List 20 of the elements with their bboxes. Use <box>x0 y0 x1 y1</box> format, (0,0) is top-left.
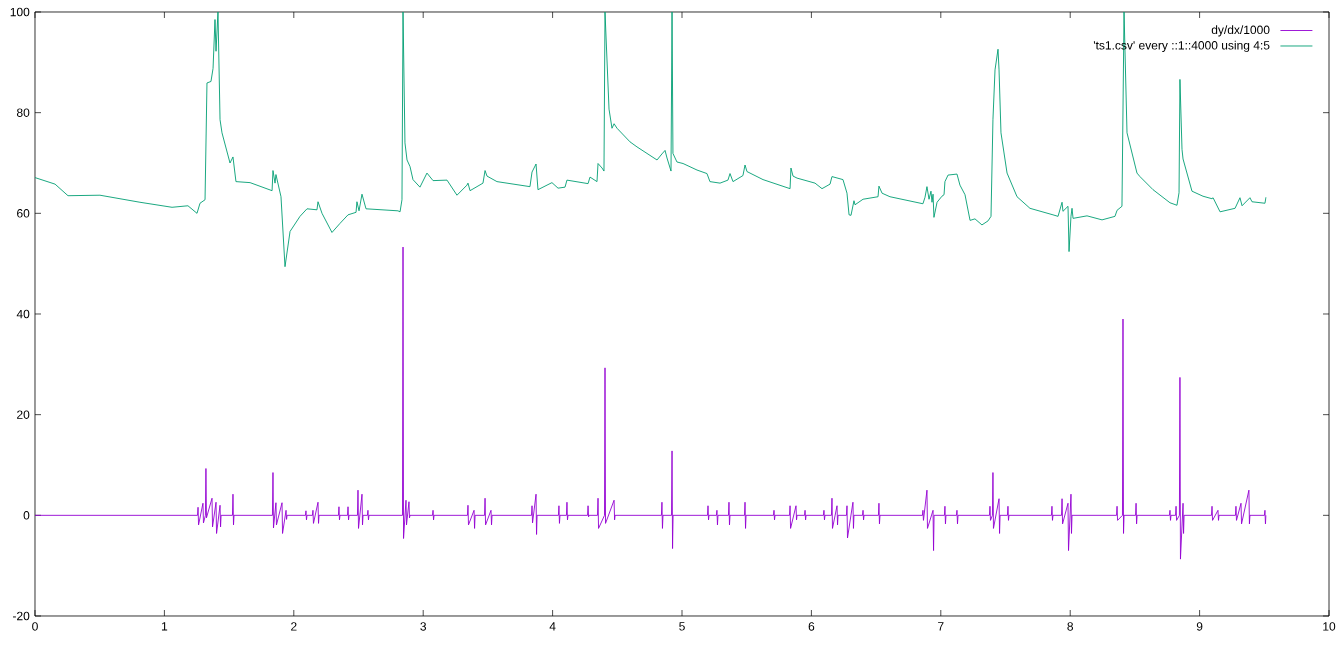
y-tick-label: -20 <box>12 611 30 621</box>
x-tick-label: 1 <box>161 622 168 631</box>
legend-label: dy/dx/1000 <box>1211 25 1270 37</box>
y-tick-label: 20 <box>17 410 30 419</box>
x-tick-label: 0 <box>32 622 38 631</box>
y-tick-label: 40 <box>16 309 30 319</box>
x-tick-label: 8 <box>1067 622 1074 631</box>
y-tick-label: 100 <box>10 7 30 17</box>
x-tick-label: 7 <box>938 622 944 631</box>
x-tick-label: 2 <box>291 622 297 631</box>
y-tick-label: 80 <box>16 108 30 117</box>
x-tick-label: 5 <box>679 622 685 631</box>
x-tick-label: 4 <box>549 622 556 631</box>
y-tick-label: 60 <box>17 209 30 218</box>
x-tick-label: 6 <box>808 622 815 631</box>
x-tick-label: 10 <box>1323 622 1336 631</box>
x-tick-label: 3 <box>420 622 427 631</box>
line-series <box>35 246 1267 560</box>
x-tick-label: 9 <box>1196 622 1203 631</box>
y-tick-label: 0 <box>23 511 30 520</box>
